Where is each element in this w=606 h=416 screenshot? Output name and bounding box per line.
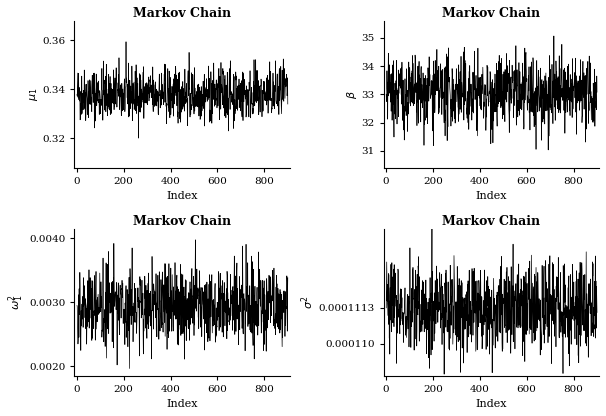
- X-axis label: Index: Index: [167, 191, 198, 201]
- Title: Markov Chain: Markov Chain: [133, 215, 231, 228]
- Title: Markov Chain: Markov Chain: [442, 7, 541, 20]
- Title: Markov Chain: Markov Chain: [442, 215, 541, 228]
- X-axis label: Index: Index: [167, 399, 198, 409]
- X-axis label: Index: Index: [476, 399, 507, 409]
- Y-axis label: $\beta$: $\beta$: [345, 90, 359, 99]
- X-axis label: Index: Index: [476, 191, 507, 201]
- Title: Markov Chain: Markov Chain: [133, 7, 231, 20]
- Y-axis label: $\omega_1^2$: $\omega_1^2$: [7, 294, 26, 310]
- Y-axis label: $\mu_1$: $\mu_1$: [27, 87, 39, 101]
- Y-axis label: $\sigma^2$: $\sigma^2$: [299, 295, 316, 309]
